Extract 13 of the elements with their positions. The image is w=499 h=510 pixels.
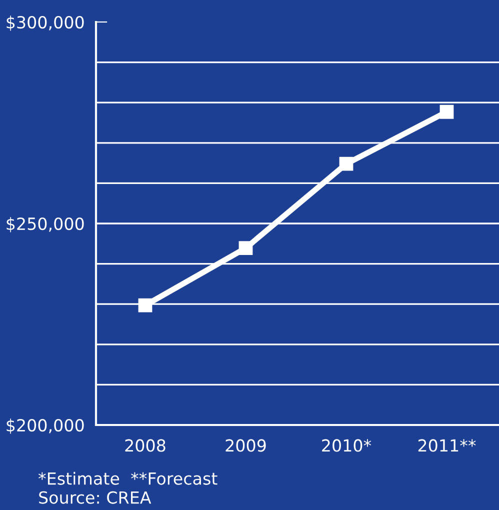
text: *Estimate **Forecast bbox=[38, 472, 218, 485]
point bbox=[440, 104, 454, 119]
y-tick-label: $250,000 bbox=[6, 217, 84, 232]
point bbox=[339, 156, 354, 171]
y-tick-label: $300,000 bbox=[6, 16, 84, 31]
x-tick-label: 2010* bbox=[322, 439, 372, 452]
x-tick-label: 2009 bbox=[226, 439, 266, 452]
point bbox=[138, 298, 152, 312]
point bbox=[238, 241, 253, 256]
y-tick-label: $200,000 bbox=[6, 418, 84, 434]
x-tick-label: 2011** bbox=[418, 439, 476, 452]
source-note: Source: CREA bbox=[39, 491, 152, 504]
x-tick-label: 2008 bbox=[125, 439, 166, 452]
